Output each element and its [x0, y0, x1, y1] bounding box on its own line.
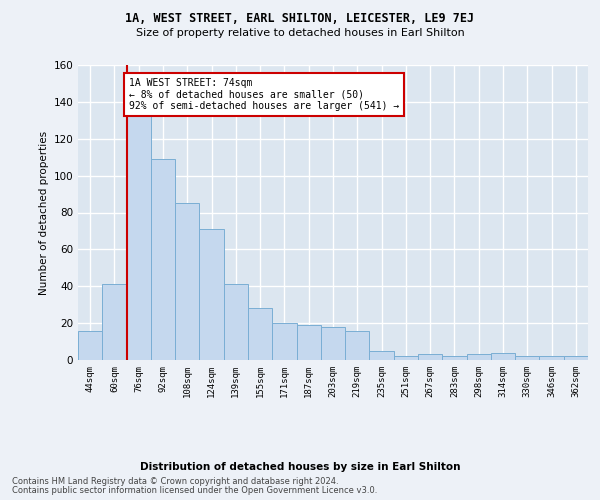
Bar	[539, 356, 564, 360]
Bar	[321, 327, 345, 360]
Bar	[515, 356, 539, 360]
Text: 1A, WEST STREET, EARL SHILTON, LEICESTER, LE9 7EJ: 1A, WEST STREET, EARL SHILTON, LEICESTER…	[125, 12, 475, 26]
Bar	[442, 356, 467, 360]
Bar	[564, 356, 588, 360]
Bar	[248, 308, 272, 360]
Text: Contains public sector information licensed under the Open Government Licence v3: Contains public sector information licen…	[12, 486, 377, 495]
Bar	[78, 330, 102, 360]
Bar	[296, 325, 321, 360]
Text: Size of property relative to detached houses in Earl Shilton: Size of property relative to detached ho…	[136, 28, 464, 38]
Text: 1A WEST STREET: 74sqm
← 8% of detached houses are smaller (50)
92% of semi-detac: 1A WEST STREET: 74sqm ← 8% of detached h…	[129, 78, 399, 111]
Bar	[199, 229, 224, 360]
Bar	[418, 354, 442, 360]
Bar	[345, 330, 370, 360]
Bar	[467, 354, 491, 360]
Y-axis label: Number of detached properties: Number of detached properties	[39, 130, 49, 294]
Bar	[394, 356, 418, 360]
Bar	[224, 284, 248, 360]
Bar	[175, 204, 199, 360]
Bar	[491, 352, 515, 360]
Bar	[272, 323, 296, 360]
Bar	[127, 115, 151, 360]
Text: Contains HM Land Registry data © Crown copyright and database right 2024.: Contains HM Land Registry data © Crown c…	[12, 477, 338, 486]
Bar	[370, 351, 394, 360]
Text: Distribution of detached houses by size in Earl Shilton: Distribution of detached houses by size …	[140, 462, 460, 472]
Bar	[102, 284, 127, 360]
Bar	[151, 159, 175, 360]
